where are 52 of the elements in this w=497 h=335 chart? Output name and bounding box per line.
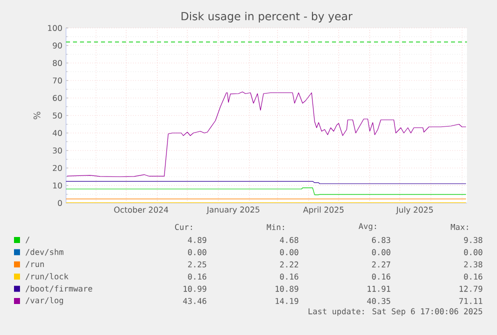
text: 0.00 <box>372 249 390 256</box>
text: 2.38 <box>464 261 482 268</box>
legend-label: /var/log <box>26 297 63 305</box>
text: 10.99 <box>184 286 206 292</box>
x-tick-label: January 2025 <box>206 206 260 214</box>
y-tick-label: 20 <box>52 164 62 172</box>
text: 0.16 <box>280 274 298 280</box>
text: Avg: <box>358 223 376 231</box>
text: 0.00 <box>464 249 482 256</box>
text: Min: <box>266 224 284 230</box>
text: 2.22 <box>280 261 298 268</box>
text: 0.00 <box>188 249 206 256</box>
legend-label: / <box>26 236 30 244</box>
text: 2.27 <box>372 261 390 268</box>
y-tick-label: 0 <box>58 200 62 206</box>
text: 0.16 <box>372 274 390 280</box>
text: 4.89 <box>188 236 206 244</box>
legend-label: /boot/firmware <box>26 285 92 292</box>
y-tick-label: 50 <box>52 112 62 119</box>
text: 14.19 <box>276 298 298 304</box>
text: 0.16 <box>188 274 206 280</box>
text: Last update: Sat Sep 6 17:00:06 2025 <box>308 308 482 316</box>
y-tick-label: 80 <box>52 60 62 66</box>
text: 9.38 <box>464 236 482 244</box>
text: 43.46 <box>183 298 206 304</box>
y-tick-label: 30 <box>52 147 62 154</box>
x-tick-label: July 2025 <box>396 206 433 214</box>
y-tick-label: 40 <box>52 130 62 136</box>
text: 11.91 <box>368 286 390 292</box>
x-tick-label: April 2025 <box>303 206 344 214</box>
legend-label: /run <box>26 261 44 268</box>
text: 6.83 <box>372 236 390 244</box>
text: Max: <box>450 224 468 230</box>
x-tick-label: October 2024 <box>114 206 168 213</box>
legend-label: /run/lock <box>26 273 68 280</box>
legend-label: /dev/shm <box>26 248 64 256</box>
text: 10.89 <box>276 286 298 292</box>
y-tick-label: 10 <box>53 182 62 189</box>
text: 0.16 <box>464 274 482 280</box>
text: 12.79 <box>460 286 482 292</box>
text: 0.00 <box>280 249 298 256</box>
text: 40.35 <box>367 298 390 304</box>
text: 71.11 <box>459 298 482 304</box>
chart-title: Disk usage in percent - by year <box>182 12 352 22</box>
y-tick-label: 90 <box>52 42 62 49</box>
text: 2.25 <box>188 261 206 268</box>
text: Cur: <box>175 224 192 230</box>
text: 4.68 <box>280 236 298 244</box>
y-axis-title: % <box>34 112 40 120</box>
y-tick-label: 100 <box>48 24 62 32</box>
y-tick-label: 60 <box>52 94 62 102</box>
y-tick-label: 70 <box>52 77 62 84</box>
